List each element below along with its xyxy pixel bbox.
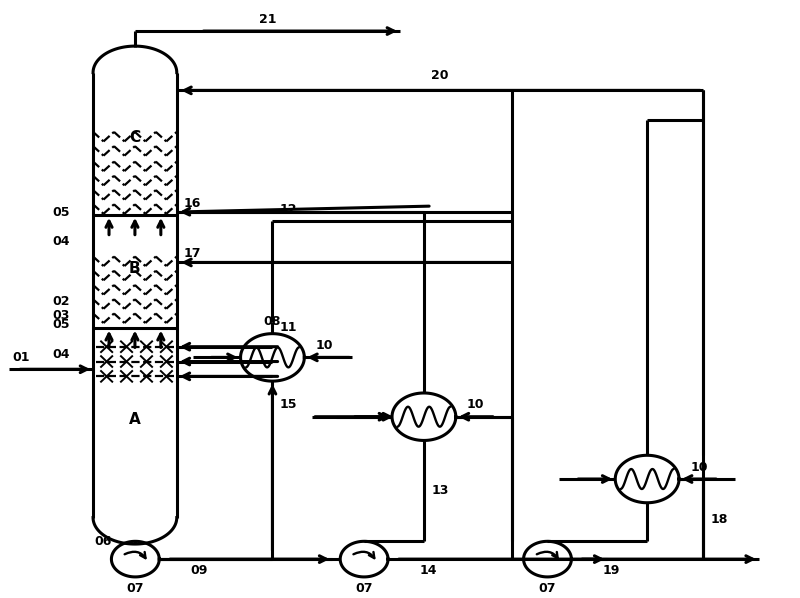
Text: 03: 03 xyxy=(53,309,70,322)
Text: 08: 08 xyxy=(264,315,281,328)
Text: 02: 02 xyxy=(53,295,70,307)
Text: B: B xyxy=(129,261,141,276)
Text: 09: 09 xyxy=(190,565,208,578)
Text: 21: 21 xyxy=(258,13,276,26)
Text: 13: 13 xyxy=(431,484,449,498)
Text: 05: 05 xyxy=(53,318,70,331)
Text: 10: 10 xyxy=(467,398,485,411)
Text: 07: 07 xyxy=(126,582,144,595)
Text: 10: 10 xyxy=(315,339,333,352)
Text: A: A xyxy=(129,412,141,427)
Text: 04: 04 xyxy=(53,235,70,248)
Text: 12: 12 xyxy=(280,203,297,215)
Text: 04: 04 xyxy=(53,348,70,361)
Text: 07: 07 xyxy=(538,582,556,595)
Text: 16: 16 xyxy=(184,197,202,210)
Text: 17: 17 xyxy=(184,247,202,260)
Text: 07: 07 xyxy=(355,582,373,595)
Text: 10: 10 xyxy=(690,460,708,474)
Text: 05: 05 xyxy=(53,206,70,218)
Text: 14: 14 xyxy=(419,565,437,578)
Text: 20: 20 xyxy=(431,69,449,82)
Text: 11: 11 xyxy=(280,321,297,334)
Text: 18: 18 xyxy=(710,512,727,526)
Text: 01: 01 xyxy=(13,351,30,364)
Text: 19: 19 xyxy=(602,565,620,578)
Text: C: C xyxy=(130,130,141,145)
Text: 06: 06 xyxy=(94,535,112,548)
Text: 15: 15 xyxy=(280,398,297,411)
